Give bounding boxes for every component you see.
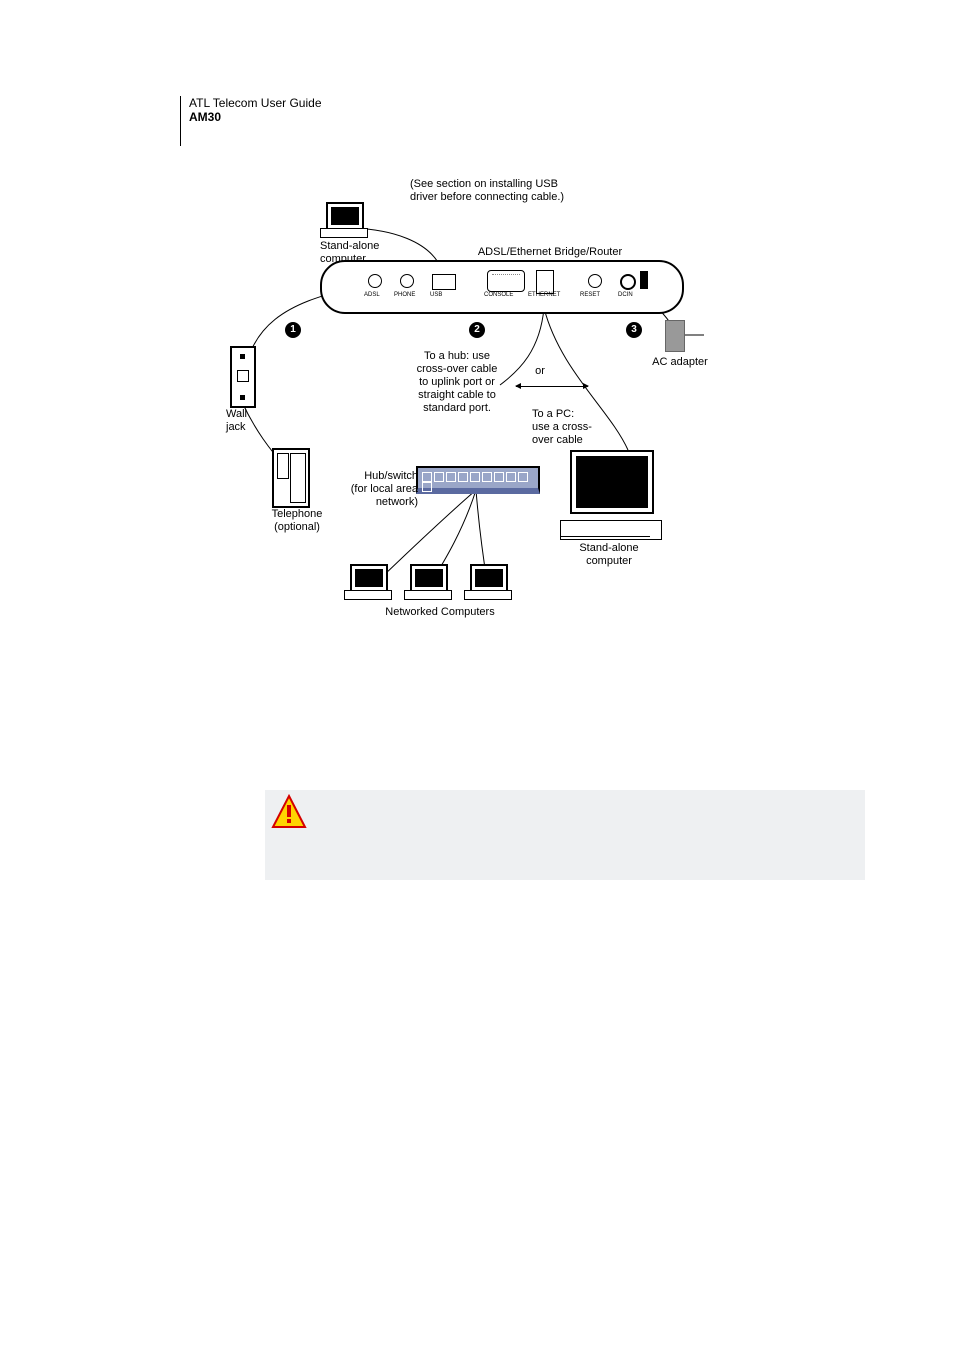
port-phone: PHONE xyxy=(394,292,415,298)
ac-adapter-icon xyxy=(665,320,685,352)
hub-label: Hub/switch(for local areanetwork) xyxy=(348,470,418,509)
warning-icon xyxy=(270,793,308,831)
port-usb: USB xyxy=(430,292,442,298)
standalone-pc-right xyxy=(560,450,660,540)
to-pc-note: To a PC:use a cross-over cable xyxy=(532,408,612,447)
telephone-label: Telephone(optional) xyxy=(262,508,332,534)
or-label: or xyxy=(530,365,550,378)
callout-3: 3 xyxy=(626,322,642,338)
hub-switch-icon xyxy=(416,466,540,494)
wall-jack-label: Walljack xyxy=(226,408,266,434)
port-dcin: DCIN xyxy=(618,292,633,298)
standalone-right-label: Stand-alonecomputer xyxy=(564,542,654,568)
to-hub-note: To a hub: usecross-over cableto uplink p… xyxy=(402,350,512,415)
connection-diagram: 1 2 3 Stand-alonecomputer (See section o… xyxy=(180,170,820,640)
networked-pc-3 xyxy=(464,564,510,600)
networked-pc-1 xyxy=(344,564,390,600)
or-arrow xyxy=(516,386,588,387)
standalone-pc-top xyxy=(320,202,366,238)
warning-note-box xyxy=(265,790,865,880)
callout-1: 1 xyxy=(285,322,301,338)
router-device: ADSL PHONE USB CONSOLE ETHERNET RESET DC… xyxy=(320,260,684,314)
standalone-right-rule xyxy=(560,536,650,537)
ac-adapter-label: AC adapter xyxy=(640,356,720,369)
networked-pc-2 xyxy=(404,564,450,600)
callout-2: 2 xyxy=(469,322,485,338)
wall-jack-icon xyxy=(230,346,256,408)
header-title: ATL Telecom User Guide xyxy=(189,96,322,110)
port-reset: RESET xyxy=(580,292,600,298)
port-ethernet: ETHERNET xyxy=(528,292,560,298)
page: ATL Telecom User Guide AM30 xyxy=(0,0,954,1350)
telephone-icon xyxy=(272,448,310,508)
router-title: ADSL/Ethernet Bridge/Router xyxy=(440,246,660,259)
port-console: CONSOLE xyxy=(484,292,513,298)
page-header: ATL Telecom User Guide AM30 xyxy=(180,96,322,146)
usb-note: (See section on installing USBdriver bef… xyxy=(410,178,610,204)
networked-label: Networked Computers xyxy=(360,606,520,619)
header-model: AM30 xyxy=(189,110,322,124)
port-adsl: ADSL xyxy=(364,292,380,298)
